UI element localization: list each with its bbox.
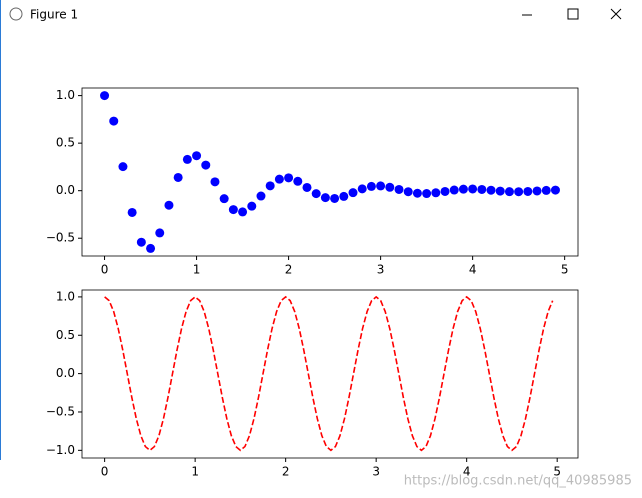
point: [376, 181, 386, 191]
close-button[interactable]: [610, 8, 622, 20]
point: [100, 91, 110, 101]
point: [468, 184, 478, 194]
x-tick-label: 5: [553, 465, 561, 479]
point: [431, 188, 441, 198]
point: [495, 186, 505, 196]
point: [486, 185, 496, 195]
point: [348, 188, 358, 198]
point: [228, 205, 238, 215]
app-icon: [9, 7, 23, 21]
point: [201, 160, 211, 170]
window-title: Figure 1: [30, 8, 78, 22]
point: [440, 186, 450, 196]
point: [192, 151, 202, 161]
axes-frame: [81, 289, 579, 459]
point: [109, 116, 119, 126]
point: [550, 185, 560, 195]
figure: 0 1 2 3 4 5 −0.5 0.0 0.5 1.0 0 1 2 3 4 5 −1.0 −0.5 0.0 0.5 1…: [46, 87, 579, 479]
x-tick-label: 4: [463, 465, 471, 479]
point: [394, 184, 404, 194]
point: [320, 193, 330, 203]
x-tick-label: 2: [285, 263, 293, 277]
point: [210, 177, 220, 187]
y-tick-label: 1.0: [56, 289, 75, 303]
point: [182, 154, 192, 164]
x-tick-label: 2: [282, 465, 290, 479]
x-tick-label: 0: [101, 263, 109, 277]
point: [274, 174, 284, 184]
y-tick-label: −1.0: [46, 443, 75, 457]
point: [449, 185, 459, 195]
y-tick-label: 0.0: [56, 183, 75, 197]
y-tick-label: 0.0: [56, 366, 75, 380]
point: [173, 172, 183, 182]
point: [118, 162, 128, 172]
line: [104, 295, 554, 452]
point: [302, 182, 312, 192]
axes-frame: [81, 87, 579, 257]
x-tick-label: 1: [193, 263, 201, 277]
x-tick-label: 5: [561, 263, 569, 277]
point: [265, 181, 275, 191]
point: [127, 207, 137, 217]
x-tick-label: 0: [101, 465, 109, 479]
point: [155, 228, 165, 238]
point: [311, 189, 321, 199]
point: [330, 193, 340, 203]
y-tick-label: 0.5: [56, 328, 75, 342]
point: [541, 185, 551, 195]
point: [339, 191, 349, 201]
point: [514, 187, 524, 197]
point: [458, 184, 468, 194]
point: [532, 186, 542, 196]
maximize-button[interactable]: [567, 8, 579, 20]
point: [247, 201, 257, 211]
y-tick-label: −0.5: [46, 231, 75, 245]
x-tick-label: 3: [372, 465, 380, 479]
point: [136, 237, 146, 247]
point: [504, 187, 514, 197]
point: [293, 176, 303, 186]
point: [164, 200, 174, 210]
point: [477, 184, 487, 194]
point: [238, 207, 248, 217]
point: [366, 181, 376, 191]
y-tick-label: 0.5: [56, 136, 75, 150]
x-tick-label: 3: [377, 263, 385, 277]
point: [146, 243, 156, 253]
watermark: https://blog.csdn.net/qq_40985985: [404, 474, 632, 489]
point: [523, 186, 533, 196]
point: [219, 194, 229, 204]
y-tick-label: 1.0: [56, 88, 75, 102]
point: [412, 188, 422, 198]
x-tick-label: 4: [469, 263, 477, 277]
point: [256, 191, 266, 201]
x-tick-label: 1: [191, 465, 199, 479]
point: [357, 184, 367, 194]
point: [422, 189, 432, 199]
point: [284, 173, 294, 183]
point: [403, 187, 413, 197]
y-tick-label: −0.5: [46, 404, 75, 418]
point: [385, 182, 395, 192]
